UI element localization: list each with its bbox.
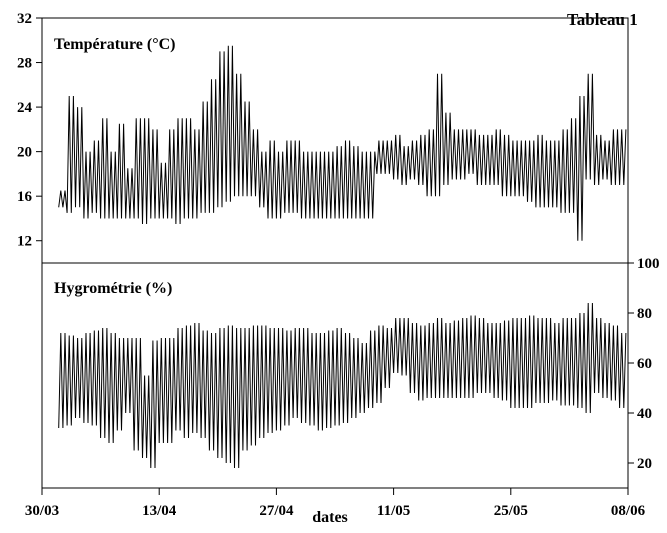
plot-frame xyxy=(41,17,629,489)
figure-title: Tableau 1 xyxy=(567,10,638,29)
x-tick-label: 25/05 xyxy=(494,503,528,519)
hygrometry-y-tick-label: 20 xyxy=(637,456,652,472)
x-tick-label: 30/03 xyxy=(25,503,59,519)
x-tick-label: 11/05 xyxy=(377,503,410,519)
temperature-y-tick-label: 16 xyxy=(17,189,33,205)
temperature-y-tick-label: 32 xyxy=(17,11,32,27)
temperature-y-tick-label: 20 xyxy=(17,145,32,161)
temperature-y-tick-label: 28 xyxy=(17,56,32,72)
x-tick-label: 13/04 xyxy=(142,503,177,519)
tick-labels: 12 16 20 24 28 32 20 40 60 80 100 30/03 13/04 27/04 11… xyxy=(17,11,660,519)
temperature-panel-title: Température (°C) xyxy=(54,36,175,53)
hygrometry-y-tick-label: 40 xyxy=(637,406,652,422)
x-tick-label: 08/06 xyxy=(611,503,646,519)
hygrometry-y-tick-label: 100 xyxy=(637,256,660,272)
temperature-y-tick-label: 24 xyxy=(17,100,33,116)
hygrometry-y-tick-label: 80 xyxy=(637,306,652,322)
temperature-y-tick-label: 12 xyxy=(17,234,32,250)
hygrometry-series-line xyxy=(58,302,627,469)
hygrometry-panel-title: Hygrométrie (%) xyxy=(54,280,172,297)
axis-ticks xyxy=(36,17,634,495)
plot-border xyxy=(41,17,629,489)
series-layer xyxy=(58,45,627,469)
hygrometry-y-tick-label: 60 xyxy=(637,356,652,372)
x-tick-label: 27/04 xyxy=(259,503,294,519)
x-axis-label: dates xyxy=(312,509,348,526)
temperature-series-line xyxy=(58,45,627,241)
